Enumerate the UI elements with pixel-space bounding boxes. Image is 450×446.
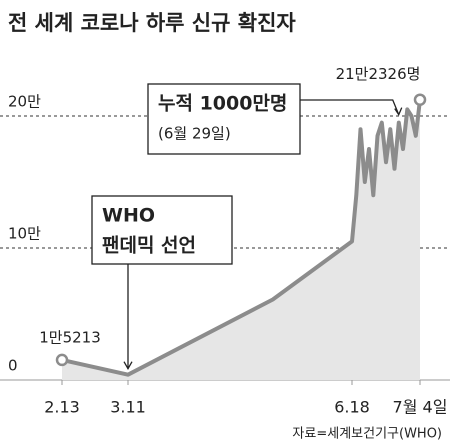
line [61, 99, 422, 377]
y-tick-label: 10만 [8, 225, 41, 243]
area [62, 99, 420, 380]
annotation-box [147, 83, 301, 155]
source: 자료=세계보건기구(WHO) [292, 427, 442, 442]
x-tick-label: 6.18 [334, 398, 370, 417]
annotation-box [91, 195, 233, 265]
y-tick-label: 0 [8, 357, 18, 375]
annotation-text: 팬데믹 선언 [102, 235, 196, 257]
point-marker [55, 353, 69, 367]
annotation-text: (6월 29일) [158, 125, 231, 143]
data-label: 21만2326명 [336, 65, 421, 83]
chart-title: 전 세계 코로나 하루 신규 확진자 [8, 11, 296, 35]
x-tick-label: 7월 4일 [393, 398, 448, 417]
x-tick-label: 3.11 [110, 398, 146, 417]
annotation-text: WHO [102, 205, 155, 227]
y-tick-label: 20만 [8, 93, 41, 111]
annotation-line [300, 99, 400, 115]
data-label: 1만5213 [39, 328, 101, 346]
annotation-text: 누적 1000만명 [158, 93, 287, 115]
point-marker [413, 93, 427, 106]
x-tick-label: 2.13 [44, 398, 80, 417]
